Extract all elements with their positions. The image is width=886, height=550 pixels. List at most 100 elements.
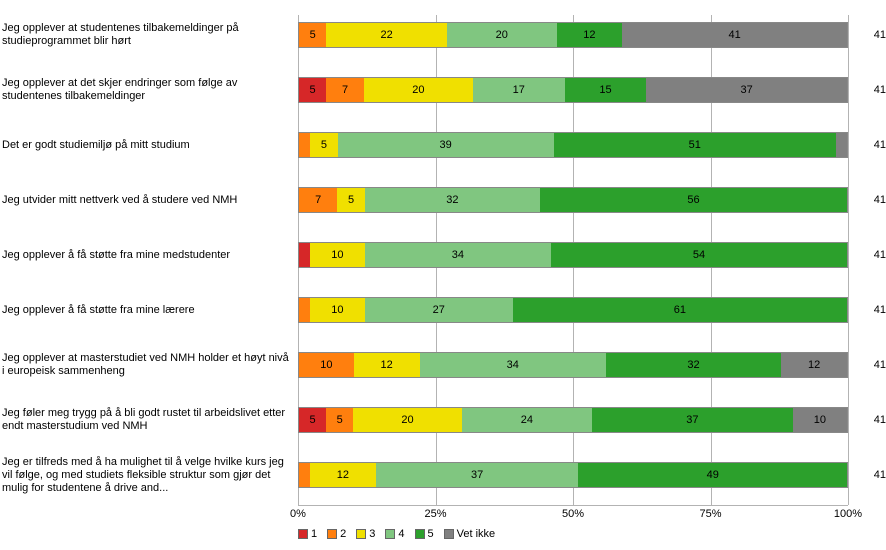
segment-value: 17 [513, 84, 525, 96]
segment-value: 37 [740, 84, 752, 96]
bar-segment-3: 12 [354, 353, 420, 377]
bar-segment-2: 5 [326, 408, 353, 432]
row-n: 41 [862, 297, 886, 323]
bar-segment-3: 10 [310, 298, 365, 322]
bar-group: 10 3454 [298, 242, 848, 268]
legend-label: 3 [369, 528, 375, 540]
bar-segment-vet_ikke [836, 133, 847, 157]
bar-segment-4: 27 [365, 298, 513, 322]
segment-value: 12 [381, 359, 393, 371]
segment-value: 27 [433, 304, 445, 316]
row-label: Det er godt studiemiljø på mitt studium [2, 132, 292, 158]
bar-segment-4: 37 [376, 463, 579, 487]
bar-segment-3: 20 [364, 78, 473, 102]
legend-label: 5 [428, 528, 434, 540]
segment-value: 12 [337, 469, 349, 481]
bar-segment-2: 5 [299, 23, 326, 47]
segment-value: 7 [315, 194, 321, 206]
legend-label: Vet ikke [457, 528, 496, 540]
legend-swatch [444, 529, 454, 539]
bar-segment-4: 39 [338, 133, 554, 157]
bar-segment-4: 34 [365, 243, 551, 267]
segment-value: 5 [310, 84, 316, 96]
bar-segment-4: 32 [365, 188, 540, 212]
bar-segment-3: 22 [326, 23, 447, 47]
segment-value: 20 [401, 414, 413, 426]
segment-value: 10 [331, 304, 343, 316]
bar-segment-3: 20 [353, 408, 462, 432]
row-n: 41 [862, 77, 886, 103]
row-n: 41 [862, 187, 886, 213]
row-label: Jeg føler meg trygg på å bli godt rustet… [2, 407, 292, 433]
segment-value: 10 [320, 359, 332, 371]
bar-segment-vet_ikke: 37 [646, 78, 847, 102]
row-label: Jeg opplever at studentenes tilbakemeldi… [2, 22, 292, 48]
bar-segment-3: 12 [310, 463, 376, 487]
row-label: Jeg er tilfreds med å ha mulighet til å … [2, 462, 292, 488]
segment-value: 15 [599, 84, 611, 96]
bar-segment-2 [299, 463, 310, 487]
gridline [848, 15, 849, 505]
segment-value: 10 [814, 414, 826, 426]
segment-value: 41 [728, 29, 740, 41]
row-n: 41 [862, 132, 886, 158]
bar-segment-4: 17 [473, 78, 565, 102]
bar-segment-vet_ikke: 10 [793, 408, 847, 432]
legend-item-5: 5 [415, 528, 434, 540]
bar-segment-3: 5 [337, 188, 364, 212]
bar-group: 7 5 32 56 [298, 187, 848, 213]
bar-segment-4: 24 [462, 408, 592, 432]
legend-swatch [356, 529, 366, 539]
legend-swatch [415, 529, 425, 539]
bar-segment-4: 34 [420, 353, 606, 377]
segment-value: 5 [310, 414, 316, 426]
bar-segment-1: 5 [299, 408, 326, 432]
segment-value: 20 [496, 29, 508, 41]
bar-segment-5: 54 [551, 243, 847, 267]
legend-swatch [298, 529, 308, 539]
legend-item-2: 2 [327, 528, 346, 540]
row-label: Jeg opplever at masterstudiet ved NMH ho… [2, 352, 292, 378]
row-label: Jeg opplever å få støtte fra mine medstu… [2, 242, 292, 268]
legend-label: 1 [311, 528, 317, 540]
bar-segment-3: 5 [310, 133, 338, 157]
legend: 12 34 5 Vet ikke [298, 528, 495, 540]
legend-swatch [327, 529, 337, 539]
bar-group: 539 51 [298, 132, 848, 158]
likert-stacked-bar-chart: Jeg opplever at studentenes tilbakemeldi… [0, 0, 886, 550]
bar-group: 522201241 [298, 22, 848, 48]
segment-value: 51 [689, 139, 701, 151]
segment-value: 20 [412, 84, 424, 96]
row-label: Jeg opplever å få støtte fra mine lærere [2, 297, 292, 323]
bar-group: 10 27 61 [298, 297, 848, 323]
bar-segment-4: 20 [447, 23, 557, 47]
bar-group: 5 7 20 17 15 37 [298, 77, 848, 103]
segment-value: 5 [337, 414, 343, 426]
legend-item-1: 1 [298, 528, 317, 540]
segment-value: 37 [686, 414, 698, 426]
bar-group: 10 12 34 32 12 [298, 352, 848, 378]
row-n: 41 [862, 407, 886, 433]
legend-swatch [385, 529, 395, 539]
x-tick-label: 100% [834, 508, 862, 520]
bar-segment-5: 61 [513, 298, 847, 322]
bar-segment-vet_ikke: 41 [622, 23, 847, 47]
bar-segment-5: 49 [578, 463, 847, 487]
bar-segment-1: 5 [299, 78, 326, 102]
x-tick-label: 25% [424, 508, 446, 520]
bar-group: 12 3749 [298, 462, 848, 488]
bar-segment-vet_ikke: 12 [781, 353, 847, 377]
segment-value: 7 [342, 84, 348, 96]
segment-value: 10 [331, 249, 343, 261]
segment-value: 56 [687, 194, 699, 206]
bar-segment-2 [299, 298, 310, 322]
row-label: Jeg opplever at det skjer endringer som … [2, 77, 292, 103]
bar-segment-5: 56 [540, 188, 847, 212]
segment-value: 61 [674, 304, 686, 316]
segment-value: 22 [381, 29, 393, 41]
legend-item-4: 4 [385, 528, 404, 540]
segment-value: 5 [348, 194, 354, 206]
bar-group: 5 5 20 24 37 10 [298, 407, 848, 433]
bar-segment-2: 7 [299, 188, 337, 212]
segment-value: 32 [687, 359, 699, 371]
